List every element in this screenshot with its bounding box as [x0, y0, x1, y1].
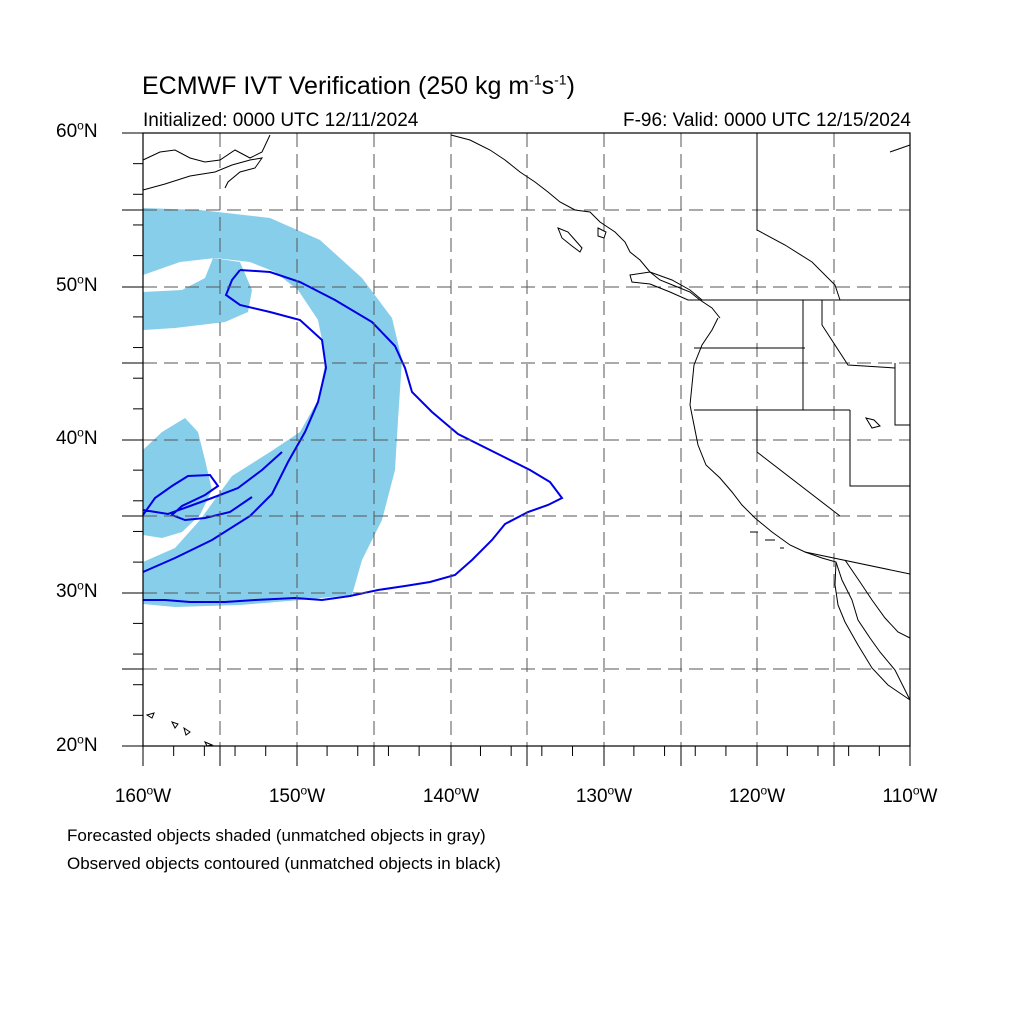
- valid-time-subtitle: F-96: Valid: 0000 UTC 12/15/2024: [623, 110, 911, 131]
- forecast-caption: Forecasted objects shaded (unmatched obj…: [67, 826, 486, 845]
- lat-label-50n: 50oN: [56, 272, 98, 296]
- minor-axis-ticks: [133, 163, 880, 756]
- observed-object-contour-west: [142, 451, 283, 522]
- bc-islands: [557, 227, 704, 301]
- chart-title: ECMWF IVT Verification (250 kg m-1s-1): [142, 71, 575, 100]
- state-borders: [694, 300, 911, 575]
- lon-label-130w: 130oW: [575, 783, 633, 807]
- graticule: [143, 133, 910, 746]
- lat-label-60n: 60oN: [56, 118, 98, 142]
- lat-label-30n: 30oN: [56, 578, 98, 602]
- lat-label-40n: 40oN: [56, 425, 98, 449]
- init-time-subtitle: Initialized: 0000 UTC 12/11/2024: [143, 110, 419, 131]
- us-west-coastline: [689, 317, 911, 701]
- coastlines: [142, 133, 911, 747]
- forecast-object-lobe-southwest: [143, 418, 212, 538]
- forecast-object-lobe-west: [143, 258, 252, 330]
- lon-label-150w: 150oW: [268, 783, 326, 807]
- gulf-of-california-coastline: [844, 559, 911, 639]
- lon-label-110w: 110oW: [882, 783, 938, 807]
- lon-label-160w: 160oW: [114, 783, 172, 807]
- alaska-coastline: [142, 134, 271, 191]
- observed-object-contour-inner: [142, 269, 328, 573]
- axis-ticks: [122, 132, 911, 766]
- hawaii-islands: [145, 712, 214, 747]
- lon-label-140w: 140oW: [422, 783, 480, 807]
- lon-label-120w: 120oW: [728, 783, 786, 807]
- observed-object-contour: [143, 269, 564, 603]
- alaska-panhandle-coastline: [450, 134, 721, 319]
- channel-islands: [750, 531, 784, 549]
- hudson-coast: [889, 144, 911, 153]
- lat-label-20n: 20oN: [56, 732, 98, 756]
- alberta-border: [756, 133, 841, 301]
- forecast-object-shaded: [143, 208, 402, 607]
- observed-caption: Observed objects contoured (unmatched ob…: [67, 854, 501, 873]
- great-salt-lake: [864, 417, 881, 429]
- baja-california-coastline: [834, 561, 911, 701]
